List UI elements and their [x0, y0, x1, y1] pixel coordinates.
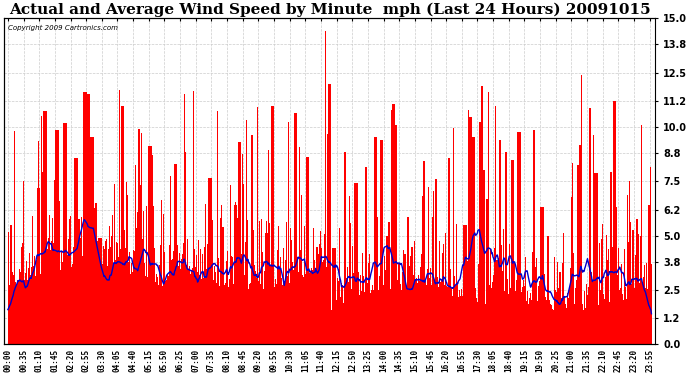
Title: Actual and Average Wind Speed by Minute  mph (Last 24 Hours) 20091015: Actual and Average Wind Speed by Minute … [9, 3, 651, 17]
Text: Copyright 2009 Cartronics.com: Copyright 2009 Cartronics.com [8, 25, 117, 31]
